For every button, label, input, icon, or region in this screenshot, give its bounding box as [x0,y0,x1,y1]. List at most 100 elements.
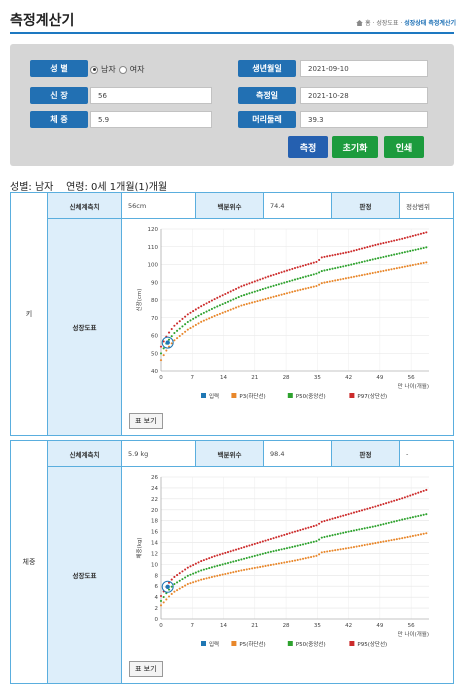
y-tick-label: 60 [151,334,158,340]
percentile-point [293,545,297,548]
reset-button[interactable]: 초기화 [332,136,378,158]
legend-label: P50(중앙선) [296,392,326,400]
legend-swatch [201,641,206,646]
summary-gender: 성별: 남자 [10,182,54,193]
height-input[interactable]: 56 [90,87,212,104]
percentile-point [347,251,350,254]
print-button[interactable]: 인쇄 [384,136,424,158]
percentile-point [232,307,235,310]
percentile-point [387,521,390,524]
percentile-point [167,345,171,348]
percentile-point [368,259,372,262]
percentile-point [291,545,294,549]
percentile-point [283,292,286,296]
percentile-point [229,561,232,564]
percentile-point [210,316,213,319]
percentile-point [360,274,364,277]
percentile-point [269,274,272,277]
percentile-point [411,249,414,252]
birthdate-input[interactable]: 2021-09-10 [300,60,428,77]
percentile-point [261,540,264,543]
percentile-point [301,557,305,560]
percentile-point [379,242,382,245]
percentile-point [323,519,326,523]
percentile-point [256,279,259,282]
percentile-point [296,558,299,562]
percentile-point [358,528,361,531]
percentile-point [173,575,176,578]
percentile-point [339,532,342,535]
percentile-point [318,283,321,286]
percentile-point [240,285,243,288]
weight-table-view-button[interactable]: 표 보기 [129,661,163,677]
percentile-point [299,558,302,561]
percentile-point [264,552,267,555]
x-tick-label: 35 [314,375,321,381]
percentile-point [293,267,297,270]
percentile-point [272,284,275,287]
percentile-point [259,565,262,569]
percentile-point [344,277,347,280]
percentile-point [339,515,342,518]
percentile-point [277,535,280,538]
percentile-point [374,525,377,528]
percentile-point [310,262,313,265]
measure-date-input[interactable]: 2021-10-28 [300,87,428,104]
gender-male-radio[interactable] [90,65,98,74]
percentile-point [422,513,425,516]
percentile-point [326,281,329,284]
gender-female-radio[interactable] [118,65,127,74]
percentile-point [406,536,409,539]
percentile-point [275,284,278,287]
percentile-point [401,497,404,500]
percentile-point [221,303,224,306]
weight-input[interactable]: 5.9 [90,111,212,128]
height-result-panel: 키 신체계측치 56cm 백분위수 74.4 판정 정상범위 성장도표 40 50… [10,192,454,436]
percentile-point [243,568,246,571]
breadcrumb-home[interactable]: 홈 [365,20,371,27]
percentile-point [347,276,350,279]
legend-label: 입력 [209,392,219,400]
percentile-point [328,254,331,257]
legend-label: P95(상단선) [357,640,387,648]
percentile-point [210,566,213,569]
percentile-point [417,533,420,536]
percentile-point [205,302,208,305]
x-tick-label: 42 [345,623,352,629]
percentile-point [390,521,393,524]
breadcrumb-growth-chart[interactable]: · 성장도표 · [372,20,403,27]
percentile-point [194,323,197,327]
percentile-point [269,537,272,541]
measure-button[interactable]: 측정 [288,136,328,158]
percentile-point [379,503,382,506]
percentile-point [253,566,256,569]
percentile-point [186,582,189,586]
percentile-point [269,550,272,553]
percentile-point [218,295,222,298]
percentile-point [170,585,173,588]
home-icon[interactable] [356,20,364,26]
percentile-point [326,550,329,553]
y-tick-label: 4 [155,595,159,601]
height-table-view-button[interactable]: 표 보기 [129,413,163,429]
percentile-point [398,519,401,522]
percentile-point [393,520,396,523]
height-percentile-value: 74.4 [264,193,332,219]
percentile-point [390,500,393,503]
percentile-point [170,335,173,338]
gender-female-label: 여자 [129,65,145,74]
percentile-point [368,543,372,546]
percentile-point [409,264,412,267]
percentile-point [269,296,272,299]
percentile-point [285,280,289,283]
y-axis-label: 신장(cm) [135,289,143,312]
percentile-point [189,573,192,576]
percentile-point [374,542,377,545]
percentile-point [342,277,345,280]
y-tick-label: 18 [151,519,158,525]
head-circumference-input[interactable]: 39.3 [300,111,428,128]
percentile-point [237,296,240,299]
percentile-point [267,538,270,541]
percentile-point [283,270,286,273]
percentile-point [170,342,173,345]
